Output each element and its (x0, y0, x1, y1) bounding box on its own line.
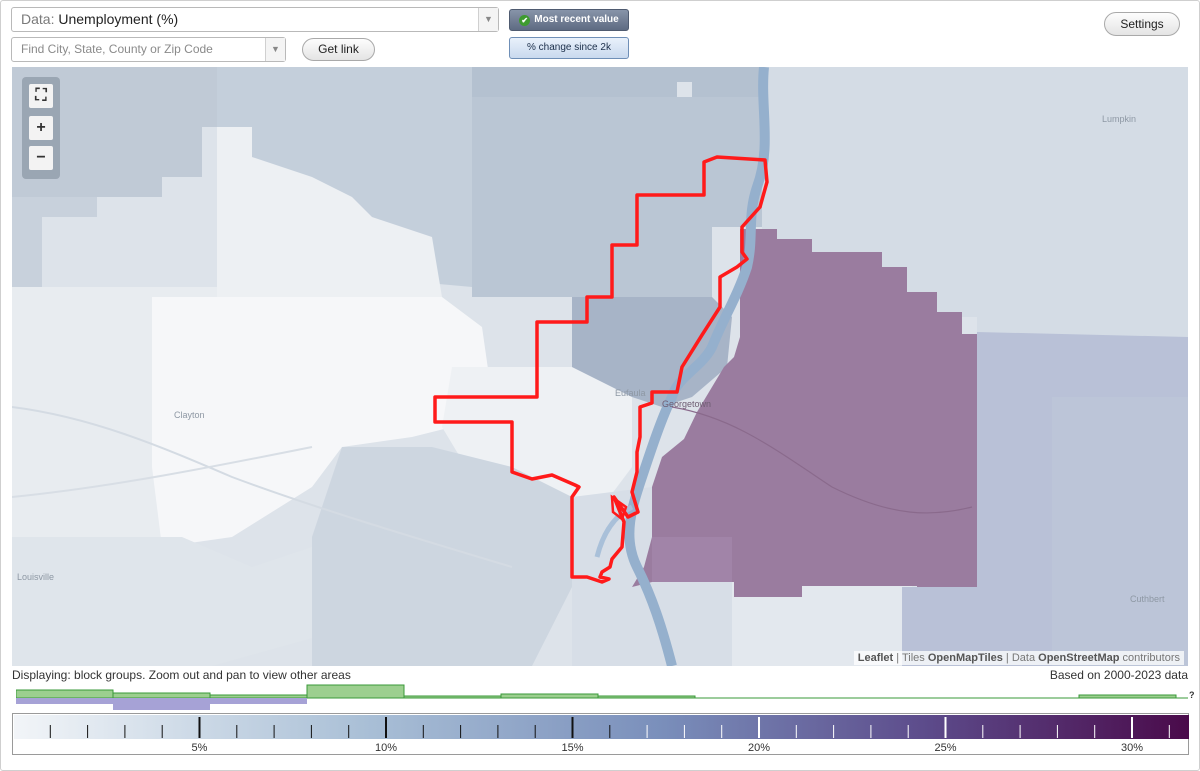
chevron-down-icon[interactable]: ▼ (265, 38, 285, 61)
check-icon: ✔ (519, 15, 531, 26)
tiles-prefix: Tiles (901, 652, 925, 664)
town-label: Eufaula (615, 388, 646, 398)
search-placeholder: Find City, State, County or Zip Code (21, 42, 213, 56)
scale-tick-label: 20% (748, 742, 770, 754)
search-input[interactable]: Find City, State, County or Zip Code ▼ (11, 37, 286, 62)
scale-tick-label: 10% (375, 742, 397, 754)
settings-button[interactable]: Settings (1104, 12, 1180, 36)
town-label: Georgetown (662, 399, 712, 409)
map-view[interactable]: ⛶ + − Lumpkin Clayton Eufaula Georgetown… (12, 67, 1188, 666)
chevron-down-icon[interactable]: ▼ (478, 8, 498, 31)
distribution-histogram (16, 684, 1188, 710)
attribution-suffix: contributors (1122, 652, 1180, 664)
get-link-button[interactable]: Get link (302, 38, 375, 61)
missing-data-mark: ? (1189, 690, 1195, 700)
color-scale-bar: 5% 10% 15% 20% 25% 30% (14, 715, 1189, 754)
based-on-note: Based on 2000-2023 data (1049, 668, 1188, 682)
tiles-link[interactable]: OpenMapTiles (927, 652, 1003, 664)
town-label: Louisville (17, 572, 55, 582)
town-label: Clayton (174, 410, 205, 420)
color-scale: 5% 10% 15% 20% 25% 30% (12, 713, 1189, 755)
data-prefix: Data (1011, 652, 1036, 664)
zoom-in-button[interactable]: + (29, 116, 53, 140)
leaflet-link[interactable]: Leaflet (857, 652, 894, 664)
displaying-note: Displaying: block groups. Zoom out and p… (12, 668, 351, 682)
town-label: Cuthbert (1130, 594, 1165, 604)
fullscreen-icon[interactable]: ⛶ (29, 84, 53, 108)
data-select-value: Unemployment (%) (58, 11, 179, 27)
most-recent-value-label: Most recent value (534, 14, 619, 25)
most-recent-value-button[interactable]: ✔ Most recent value (509, 9, 629, 31)
town-label: Lumpkin (1102, 114, 1137, 124)
scale-tick-label: 15% (561, 742, 583, 754)
scale-tick-label: 5% (192, 742, 208, 754)
map-canvas[interactable] (12, 67, 1188, 666)
zoom-control: ⛶ + − (22, 77, 60, 179)
zoom-out-button[interactable]: − (29, 146, 53, 170)
percent-change-button[interactable]: % change since 2k (509, 37, 629, 59)
data-select-label: Data: (21, 11, 55, 27)
data-select[interactable]: Data: Unemployment (%) ▼ (11, 7, 499, 32)
scale-tick-label: 25% (934, 742, 956, 754)
map-attribution: Leaflet | Tiles OpenMapTiles | Data Open… (853, 651, 1184, 665)
scale-tick-label: 30% (1121, 742, 1143, 754)
osm-link[interactable]: OpenStreetMap (1038, 652, 1120, 664)
